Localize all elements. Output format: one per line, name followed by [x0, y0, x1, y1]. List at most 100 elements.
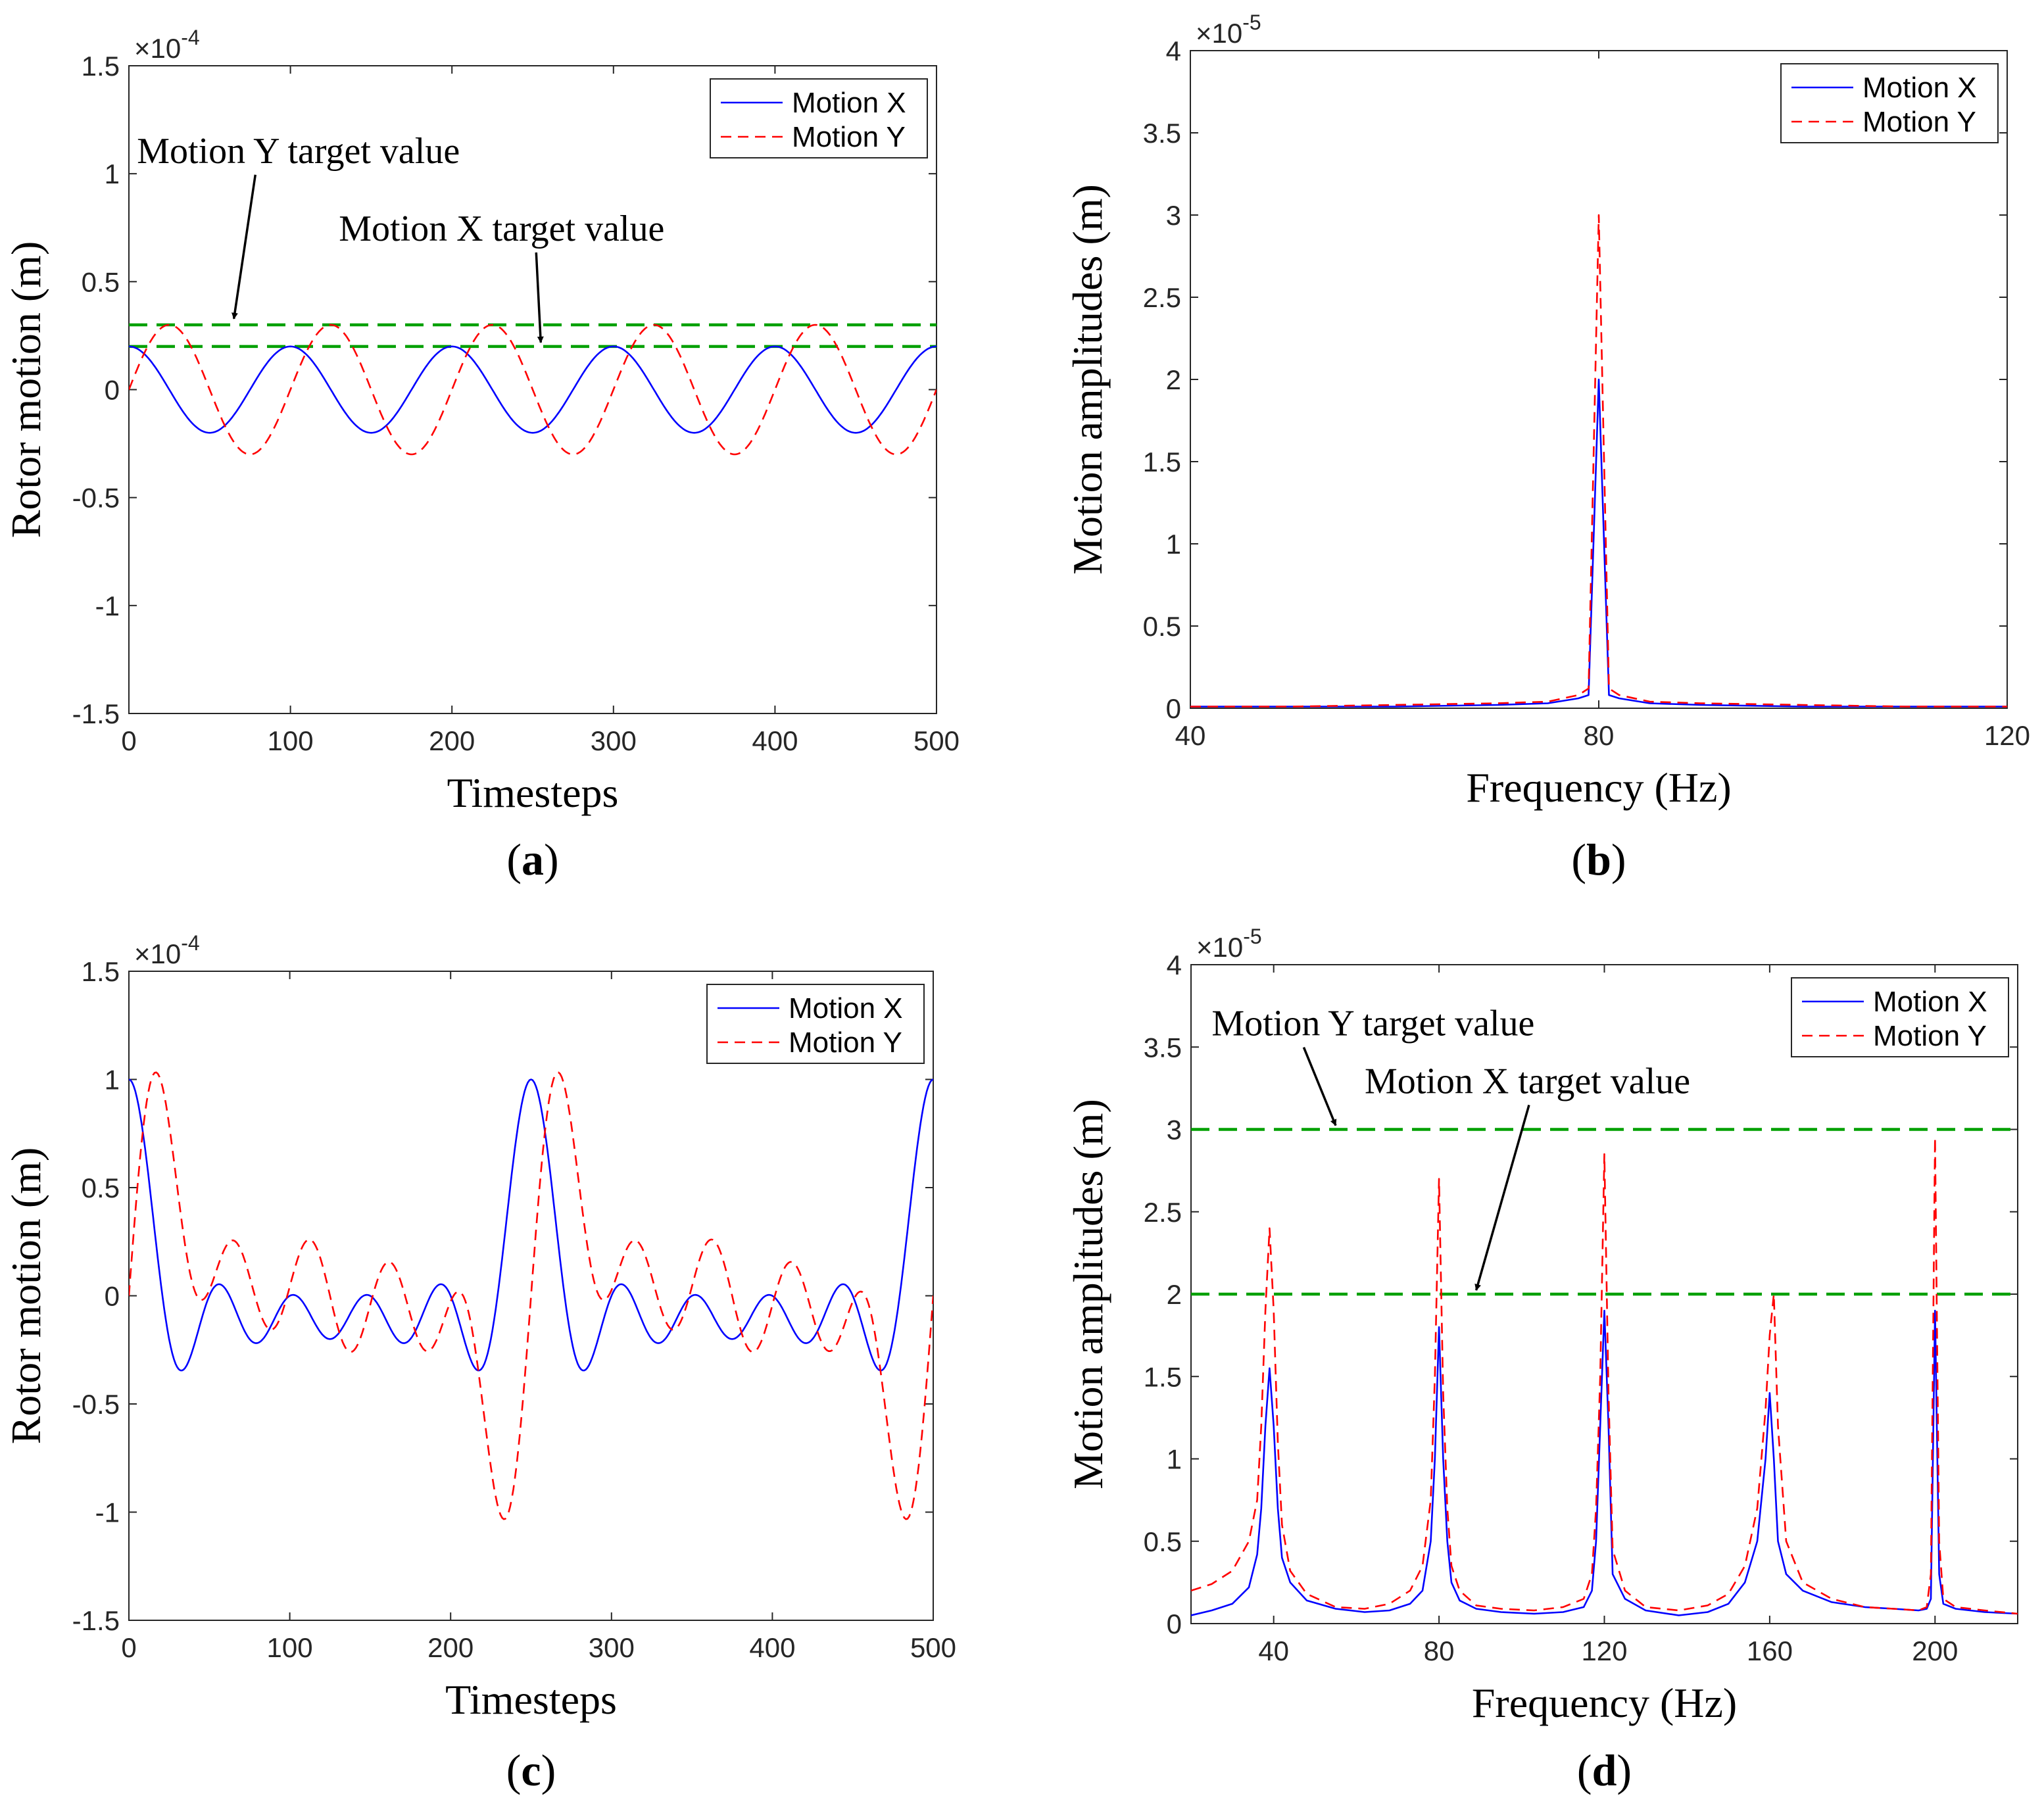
y-tick-label: 0.5 [1144, 1526, 1182, 1557]
series-line-motion-x [1190, 378, 2007, 708]
y-tick-label: 3 [1166, 200, 1181, 231]
y-tick-label: 4 [1167, 950, 1182, 980]
y-tick-label: 0 [105, 375, 120, 406]
y-tick-label: 1 [105, 1065, 120, 1096]
legend-box [1780, 63, 1999, 143]
y-tick-label: 3 [1167, 1115, 1182, 1146]
annotation-arrow [1302, 1047, 1337, 1126]
chart-panel-b: 40 80 120 0 0.5 1 1.5 2 2.5 3 3.5 4 ×10-5 Frequency (… [1064, 11, 2030, 884]
panel-letter: c [521, 1745, 541, 1795]
panel-letter: a [522, 834, 544, 884]
panel-paren: ) [1617, 1745, 1632, 1795]
series-line-motion-x [129, 1078, 933, 1372]
y-tick-label: 1.5 [82, 956, 120, 987]
x-axis-label: Timesteps [445, 1676, 617, 1723]
legend-label: Motion X [1862, 72, 1977, 104]
y-tick-label: -1 [95, 1497, 120, 1528]
x-axis-label: Frequency (Hz) [1472, 1679, 1737, 1726]
axis-multiplier: ×10-4 [134, 931, 200, 969]
y-tick-label: 3.5 [1143, 118, 1181, 149]
series-line-motion-y [129, 324, 937, 456]
y-axis-label: Motion amplitudes (m) [1064, 184, 1111, 575]
y-tick-label: -1.5 [72, 698, 120, 729]
series-line-motion-y [1190, 214, 2007, 708]
y-tick-label: 0 [1166, 693, 1181, 724]
y-axis-label: Rotor motion (m) [3, 241, 49, 539]
x-axis-label: Frequency (Hz) [1466, 764, 1731, 811]
y-tick-label: 1.5 [1143, 447, 1181, 477]
y-tick-label: 3.5 [1144, 1032, 1182, 1063]
x-tick-label: 500 [913, 725, 960, 756]
y-tick-label: -1.5 [72, 1605, 120, 1636]
x-tick-label: 200 [1912, 1635, 1958, 1666]
annotation-arrow [231, 174, 257, 320]
panel-paren: ) [541, 1745, 556, 1795]
y-tick-label: 0.5 [82, 1172, 120, 1203]
y-tick-label: 1 [105, 158, 120, 189]
data-layer [129, 1071, 933, 1520]
x-tick-label: 300 [591, 725, 637, 756]
legend-label: Motion X [789, 992, 903, 1025]
axis-multiplier-exponent: -5 [1243, 925, 1261, 948]
y-tick-label: 2.5 [1143, 282, 1181, 313]
panel-label: (a) [506, 834, 558, 884]
y-tick-label: 0 [105, 1281, 120, 1312]
annotation-text: Motion X target value [1365, 1061, 1690, 1101]
series-line-motion-y [129, 1071, 933, 1520]
panel-label: (d) [1577, 1745, 1632, 1795]
panel-letter: d [1592, 1745, 1617, 1795]
y-tick-label: -1 [95, 591, 120, 621]
legend-box [710, 78, 928, 158]
panel-paren: ) [1611, 834, 1626, 884]
annotation-text: Motion Y target value [1211, 1003, 1534, 1044]
y-axis-label: Rotor motion (m) [3, 1147, 49, 1445]
y-axis-label: Motion amplitudes (m) [1065, 1099, 1111, 1489]
x-tick-label: 80 [1584, 720, 1615, 751]
x-tick-label: 400 [752, 725, 798, 756]
axis-multiplier: ×10-4 [134, 26, 200, 64]
y-tick-label: 0 [1167, 1608, 1182, 1639]
plot-frame [128, 971, 934, 1621]
chart-panel-c: 0 100 200 300 400 500 -1.5 -1 -0.5 0 0.5 1 1.5 ×10-4 T… [3, 931, 956, 1795]
x-tick-label: 120 [1581, 1635, 1627, 1666]
axis-multiplier-exponent: -4 [181, 26, 199, 49]
chart-panel-a: 0 100 200 300 400 500 -1.5 -1 -0.5 0 0.5 1 1.5 ×10-4 T… [3, 26, 960, 884]
annotation-text: Motion Y target value [137, 131, 460, 172]
x-tick-label: 0 [121, 725, 136, 756]
series-line-motion-y [1191, 1136, 2018, 1615]
x-tick-label: 0 [121, 1632, 136, 1663]
annotation-text: Motion X target value [339, 208, 664, 249]
y-tick-label: 1.5 [82, 51, 120, 82]
y-tick-label: 1.5 [1144, 1361, 1182, 1392]
x-tick-label: 200 [429, 725, 475, 756]
y-tick-label: 0.5 [1143, 611, 1181, 642]
y-tick-label: 2.5 [1144, 1197, 1182, 1228]
y-tick-label: -0.5 [72, 483, 120, 514]
y-tick-label: -0.5 [72, 1389, 120, 1420]
y-tick-label: 1 [1167, 1444, 1182, 1475]
x-axis-label: Timesteps [447, 769, 619, 816]
x-tick-label: 500 [910, 1632, 956, 1663]
legend-label: Motion Y [1862, 106, 1976, 138]
y-tick-label: 4 [1166, 36, 1181, 66]
axis-multiplier-exponent: -4 [181, 931, 199, 955]
x-tick-label: 400 [749, 1632, 795, 1663]
series-line-motion-x [1191, 1309, 2018, 1616]
y-tick-label: 1 [1166, 529, 1181, 560]
chart-panel-d: 40 80 120 160 200 0 0.5 1 1.5 2 2.5 3 3.5 4 ×10-5 Frequ… [1065, 925, 2018, 1795]
data-layer [1191, 1128, 2018, 1616]
panel-label: (b) [1571, 834, 1626, 884]
y-tick-label: 2 [1166, 364, 1181, 395]
annotation-arrow [535, 252, 544, 343]
legend-label: Motion Y [792, 121, 906, 153]
axis-multiplier-exponent: -5 [1242, 11, 1261, 34]
y-tick-label: 2 [1167, 1279, 1182, 1310]
legend-box [1791, 977, 2009, 1057]
panel-letter: b [1586, 834, 1611, 884]
x-tick-label: 80 [1424, 1635, 1455, 1666]
x-tick-label: 40 [1175, 720, 1206, 751]
